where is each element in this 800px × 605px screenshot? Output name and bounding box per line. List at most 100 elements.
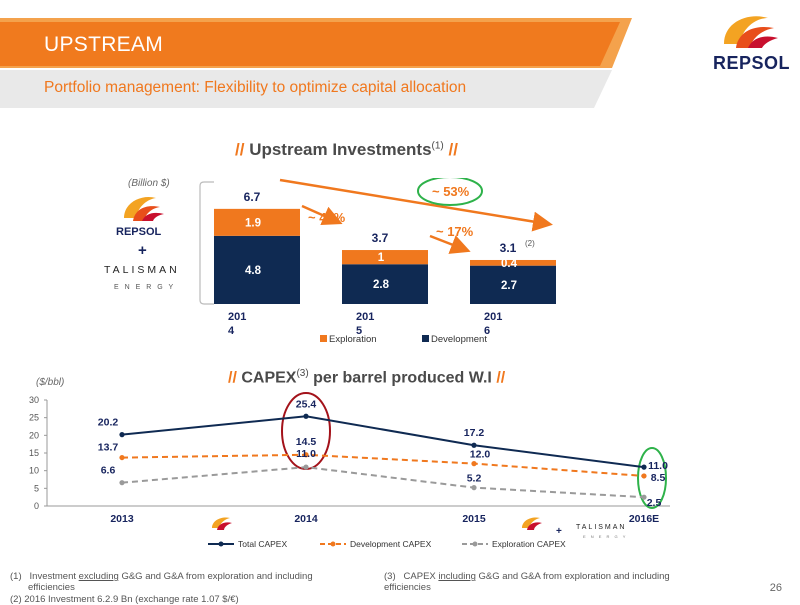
capex-legend-marker-2: [472, 541, 478, 547]
capex-y-tick-label-0: 0: [34, 501, 39, 511]
footnote-3-underlined: including: [438, 571, 476, 582]
bar-x-labels: 201 4 201 5 201 6: [228, 311, 502, 337]
capex-point-0-2014: [303, 413, 309, 419]
highlight-circle-green: [417, 178, 483, 206]
capex-line-development-capex: [121, 453, 645, 477]
bar-xlabel-2014-b: 4: [228, 325, 235, 337]
capex-value-2-2015: 5.2: [467, 473, 482, 485]
capex-legend-label-0: Total CAPEX: [238, 539, 287, 549]
investments-title: // Upstream Investments(1) //: [235, 140, 458, 160]
capex-legend-marker-0: [218, 541, 224, 547]
capex-talisman-text: TALISMAN: [576, 524, 627, 531]
capex-point-2-2014: [303, 464, 309, 470]
footnote-1-num: (1): [10, 571, 22, 582]
repsol-logo-text: REPSOL: [713, 53, 791, 73]
capex-value-0-2016: 11.0: [648, 460, 668, 472]
header-gray-band: [0, 70, 612, 108]
bar-exploration-2014: [214, 208, 300, 236]
repsol-mini-logo-icon-b: [522, 517, 540, 528]
capex-value-0-2014: 25.4: [296, 398, 317, 410]
highlight-circle-green-2016: [637, 447, 667, 509]
bar-label-development-2016: 2.7: [501, 280, 517, 292]
bar-total-note-2016: (2): [525, 239, 535, 248]
bar-total-2016: 3.1: [500, 241, 517, 255]
change-label-overall: ~ 53%: [432, 184, 470, 199]
repsol-mini-logo-icon-b2: [527, 522, 542, 530]
bar-label-exploration-2014: 1.9: [245, 217, 261, 229]
bar-label-exploration-2016: 0.4: [501, 258, 518, 270]
capex-axis-group: 0 5 10 15 20 25 30: [29, 395, 670, 511]
legend-label-development: Development: [431, 334, 487, 345]
bar-label-development-2014: 4.8: [245, 265, 262, 277]
change-label-b: ~ 17%: [436, 224, 474, 239]
bar-development-2015: [342, 264, 428, 304]
decline-arrow-b: [429, 234, 471, 254]
legend-swatch-development: [422, 335, 429, 342]
capex-y-tick-label-20: 20: [29, 430, 39, 440]
title-slash-left: //: [235, 140, 245, 159]
capex-y-tick-label-5: 5: [34, 483, 39, 493]
page-subtitle: Portfolio management: Flexibility to opt…: [44, 79, 467, 96]
footnote-3-pre: CAPEX: [403, 571, 436, 582]
investments-title-text: Upstream Investments: [249, 140, 432, 159]
footnote-3: (3) CAPEX including G&G and G&A from exp…: [384, 571, 724, 593]
capex-value-1-2016: 8.5: [651, 472, 666, 484]
repsol-small-logo-icon: [124, 196, 164, 221]
bars-group: 4.8 1.9 6.7 2.8 1 3.7 2.7 0.4 3.1 (2): [214, 190, 556, 304]
header-orange-fill: [0, 22, 620, 66]
capex-y-tick-label-15: 15: [29, 448, 39, 458]
capex-value-0-2015: 17.2: [464, 427, 485, 439]
capex-line-exploration-capex: [121, 466, 645, 499]
capex-point-2-2013: [119, 480, 125, 486]
capex-x-label-2014: 2014: [294, 513, 318, 525]
capex-legend-label-1: Development CAPEX: [350, 539, 432, 549]
bar-xlabel-2015-a: 201: [356, 311, 374, 323]
capex-line-total-capex: [121, 415, 645, 469]
capex-title-post: per barrel produced W.I: [313, 369, 492, 387]
repsol-mini-logo-icon-2: [217, 522, 232, 530]
capex-value-1-2013: 13.7: [98, 442, 119, 454]
talisman-logo-text: TALISMAN: [104, 264, 180, 276]
footnote-1-underlined: excluding: [78, 571, 119, 582]
capex-value-labels: 20.2 25.4 17.2 11.0 13.7 14.5 12.0 8.5 6.6 11.0 5.…: [98, 398, 668, 509]
investments-title-sup: (1): [431, 140, 444, 152]
repsol-logo-icon: [724, 16, 778, 48]
bar-xlabel-2016-a: 201: [484, 311, 502, 323]
bar-xlabel-2016-b: 6: [484, 325, 490, 337]
footnote-1: (1) Investment excluding G&G and G&A fro…: [10, 571, 350, 593]
bracket-divider: [199, 181, 214, 305]
capex-value-1-2015: 12.0: [470, 449, 491, 461]
footnote-1-post: G&G and G&A from exploration and includi…: [121, 571, 313, 582]
repsol-mini-logo-icon: [212, 517, 230, 528]
footnote-3-num: (3): [384, 571, 396, 582]
capex-x-labels: 2013 2014 2015 2016E: [110, 513, 659, 525]
page-title: UPSTREAM: [44, 33, 164, 56]
bar-exploration-2015: [342, 250, 428, 265]
capex-y-tick-label-30: 30: [29, 395, 39, 405]
capex-point-2-2016: [641, 494, 647, 500]
capex-point-1-2014: [303, 452, 309, 458]
talisman-energy-text: E N E R G Y: [114, 284, 176, 291]
capex-value-2-2016: 2.5: [647, 497, 662, 509]
capex-point-2-2015: [471, 485, 477, 491]
capex-legend-marker-1: [330, 541, 336, 547]
bar-xlabel-2014-a: 201: [228, 311, 246, 323]
footnote-3-post: G&G and G&A from exploration and includi…: [478, 571, 670, 582]
capex-point-1-2013: [119, 454, 125, 461]
page-number: 26: [769, 582, 782, 594]
overall-decline-arrow: [279, 178, 553, 232]
bar-total-2015: 3.7: [372, 231, 389, 245]
bar-exploration-2016: [470, 259, 556, 266]
bar-development-2014: [214, 235, 300, 304]
legend-label-exploration: Exploration: [329, 334, 377, 345]
capex-title: // CAPEX(3) per barrel produced W.I //: [228, 368, 505, 387]
decline-arrow-a: [301, 204, 343, 226]
bar-development-2016: [470, 265, 556, 304]
capex-point-0-2015: [471, 442, 477, 448]
capex-lines-group: [119, 413, 647, 500]
header-banner: [0, 18, 632, 108]
capex-point-0-2013: [119, 432, 125, 438]
capex-y-tick-label-10: 10: [29, 466, 39, 476]
capex-talisman-sub: E N E R G Y: [583, 534, 627, 539]
capex-unit: ($/bbl): [36, 377, 65, 388]
